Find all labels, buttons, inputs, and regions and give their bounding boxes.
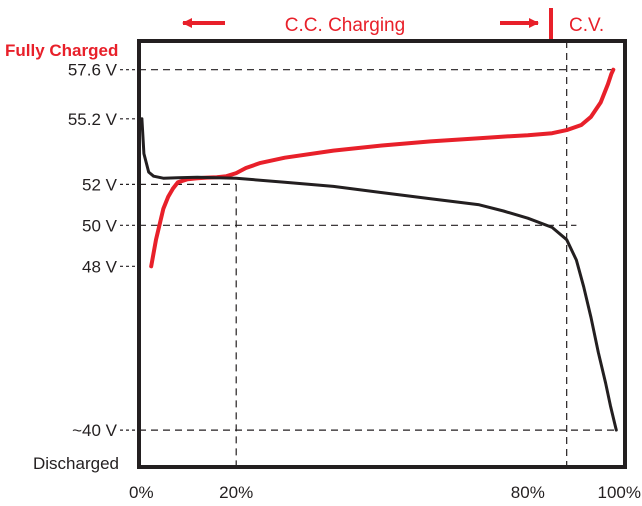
y-tick-label: 52 V bbox=[82, 175, 118, 194]
x-tick-label: 100% bbox=[598, 483, 641, 502]
y-tick-label: 50 V bbox=[82, 216, 118, 235]
cv-divider bbox=[549, 8, 553, 40]
x-axis-ticks: 0% 20% 80% 100% bbox=[129, 483, 641, 502]
charge-curve bbox=[149, 67, 616, 269]
y-tick-label: 55.2 V bbox=[68, 110, 118, 129]
phase-header: C.C. Charging C.V. bbox=[182, 8, 604, 40]
fully-charged-label: Fully Charged bbox=[5, 41, 118, 60]
y-axis-ticks: 57.6 V 55.2 V 52 V 50 V 48 V ~40 V bbox=[68, 61, 139, 440]
y-tick-label: 48 V bbox=[82, 257, 118, 276]
x-tick-label: 80% bbox=[511, 483, 545, 502]
discharge-curve bbox=[140, 117, 618, 432]
y-tick-label: ~40 V bbox=[72, 421, 118, 440]
y-tick-label: 57.6 V bbox=[68, 61, 118, 80]
x-tick-label: 20% bbox=[219, 483, 253, 502]
dashed-guides bbox=[139, 41, 617, 467]
cc-charging-label: C.C. Charging bbox=[285, 15, 405, 36]
cv-label: C.V. bbox=[569, 15, 604, 36]
discharged-label: Discharged bbox=[33, 454, 119, 473]
x-tick-label: 0% bbox=[129, 483, 154, 502]
plot-frame bbox=[137, 39, 627, 469]
